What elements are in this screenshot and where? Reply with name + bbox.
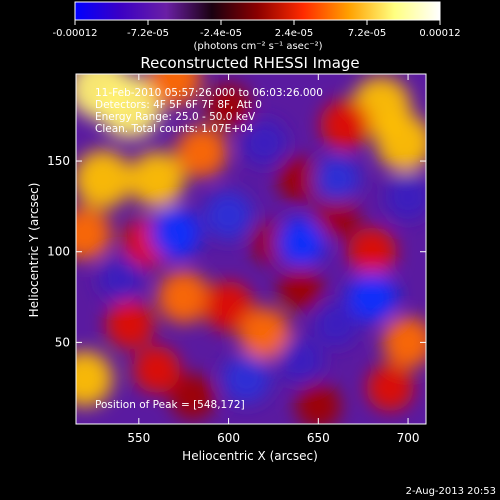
- heatmap-blob: [312, 155, 360, 203]
- x-axis-ticks: 550 600 650 700: [127, 74, 420, 445]
- x-tick-label: 700: [397, 431, 420, 445]
- heatmap-blob: [204, 191, 253, 240]
- generation-timestamp: 2-Aug-2013 20:53: [406, 486, 496, 497]
- heatmap-blob: [149, 207, 201, 260]
- heatmap-blob: [157, 270, 211, 324]
- heatmap-blob: [133, 345, 181, 394]
- heatmap-blob: [241, 120, 288, 166]
- heatmap-blob: [314, 302, 359, 347]
- y-axis-ticks: 50 100 150: [47, 154, 426, 349]
- heatmap-blob: [105, 299, 155, 349]
- heatmap-blob: [175, 126, 228, 178]
- colorbar-tick-label: 2.4e-05: [275, 28, 313, 39]
- y-tick-label: 100: [47, 245, 70, 259]
- heatmap-blob: [278, 265, 323, 311]
- annotation-line: Energy Range: 25.0 - 50.0 keV: [95, 111, 256, 123]
- plot-frame: [75, 73, 427, 425]
- colorbar-unit-label: (photons cm⁻² s⁻¹ asec⁻²): [193, 41, 322, 52]
- colorbar-tick-label: -2.4e-05: [200, 28, 242, 39]
- heatmap-blob: [366, 364, 414, 412]
- heatmap-blob: [76, 149, 133, 209]
- heatmap-blob: [382, 316, 426, 369]
- heatmap-blob: [205, 83, 252, 130]
- chart-title: Reconstructed RHESSI Image: [140, 54, 359, 72]
- x-axis-label: Heliocentric X (arcsec): [182, 449, 318, 463]
- plot-annotations: 11-Feb-2010 05:57:26.000 to 06:03:26.000…: [95, 87, 323, 135]
- x-tick-label: 650: [307, 431, 330, 445]
- heatmap-blob: [76, 74, 130, 120]
- heatmap-blob: [76, 350, 113, 407]
- heatmap-image: [76, 74, 426, 424]
- peak-position-label: Position of Peak = [548,172]: [95, 399, 245, 411]
- heatmap-blob: [169, 373, 216, 420]
- annotation-line: Clean. Total counts: 1.07E+04: [95, 123, 254, 135]
- heatmap-blob: [347, 227, 397, 277]
- heatmap-blob: [385, 174, 426, 221]
- heatmap-blob: [347, 272, 398, 323]
- heatmap-blob: [295, 382, 342, 424]
- x-tick-label: 600: [217, 431, 240, 445]
- heatmap-blob: [98, 256, 144, 302]
- colorbar-tick-label: -7.2e-05: [127, 28, 169, 39]
- heatmap-blob: [277, 337, 324, 384]
- heatmap-blob: [238, 307, 291, 360]
- annotation-line: Detectors: 4F 5F 6F 7F 8F, Att 0: [95, 99, 262, 111]
- heatmap-blob: [76, 207, 112, 260]
- heatmap-blob: [275, 217, 326, 268]
- colorbar-tick-label: 0.00012: [419, 28, 460, 39]
- heatmap-blob: [203, 281, 254, 332]
- y-axis-label: Heliocentric Y (arcsec): [27, 183, 41, 318]
- colorbar-tick-label: 7.2e-05: [348, 28, 386, 39]
- heatmap-blob: [148, 74, 202, 106]
- heatmap-blob: [277, 156, 324, 203]
- y-tick-label: 150: [47, 154, 70, 168]
- heatmap-blob: [320, 99, 371, 150]
- heatmap-blob: [313, 192, 360, 239]
- colorbar-ticks: -0.00012 -7.2e-05 -2.4e-05 2.4e-05 7.2e-05 0.…: [53, 20, 461, 39]
- colorbar-tick-label: -0.00012: [53, 28, 98, 39]
- y-tick-label: 50: [55, 335, 70, 349]
- x-tick-label: 550: [127, 431, 150, 445]
- colorbar: [74, 1, 441, 21]
- heatmap-blob: [222, 354, 271, 403]
- heatmap-blob: [375, 114, 426, 172]
- annotation-line: 11-Feb-2010 05:57:26.000 to 06:03:26.000: [95, 87, 323, 99]
- heatmap-blob: [128, 151, 185, 207]
